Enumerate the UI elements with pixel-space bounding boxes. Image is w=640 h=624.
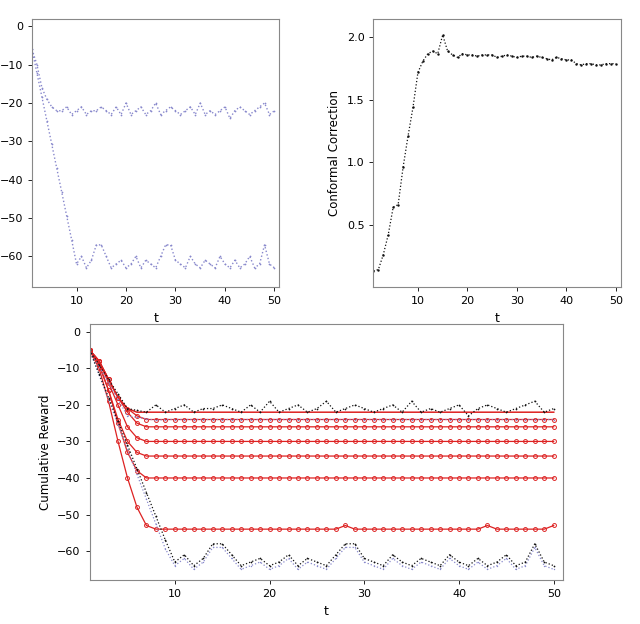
X-axis label: t: t xyxy=(153,311,158,324)
X-axis label: t: t xyxy=(324,605,329,618)
X-axis label: t: t xyxy=(495,311,500,324)
Y-axis label: Conformal Correction: Conformal Correction xyxy=(328,90,341,216)
Y-axis label: Cumulative Reward: Cumulative Reward xyxy=(38,394,51,510)
